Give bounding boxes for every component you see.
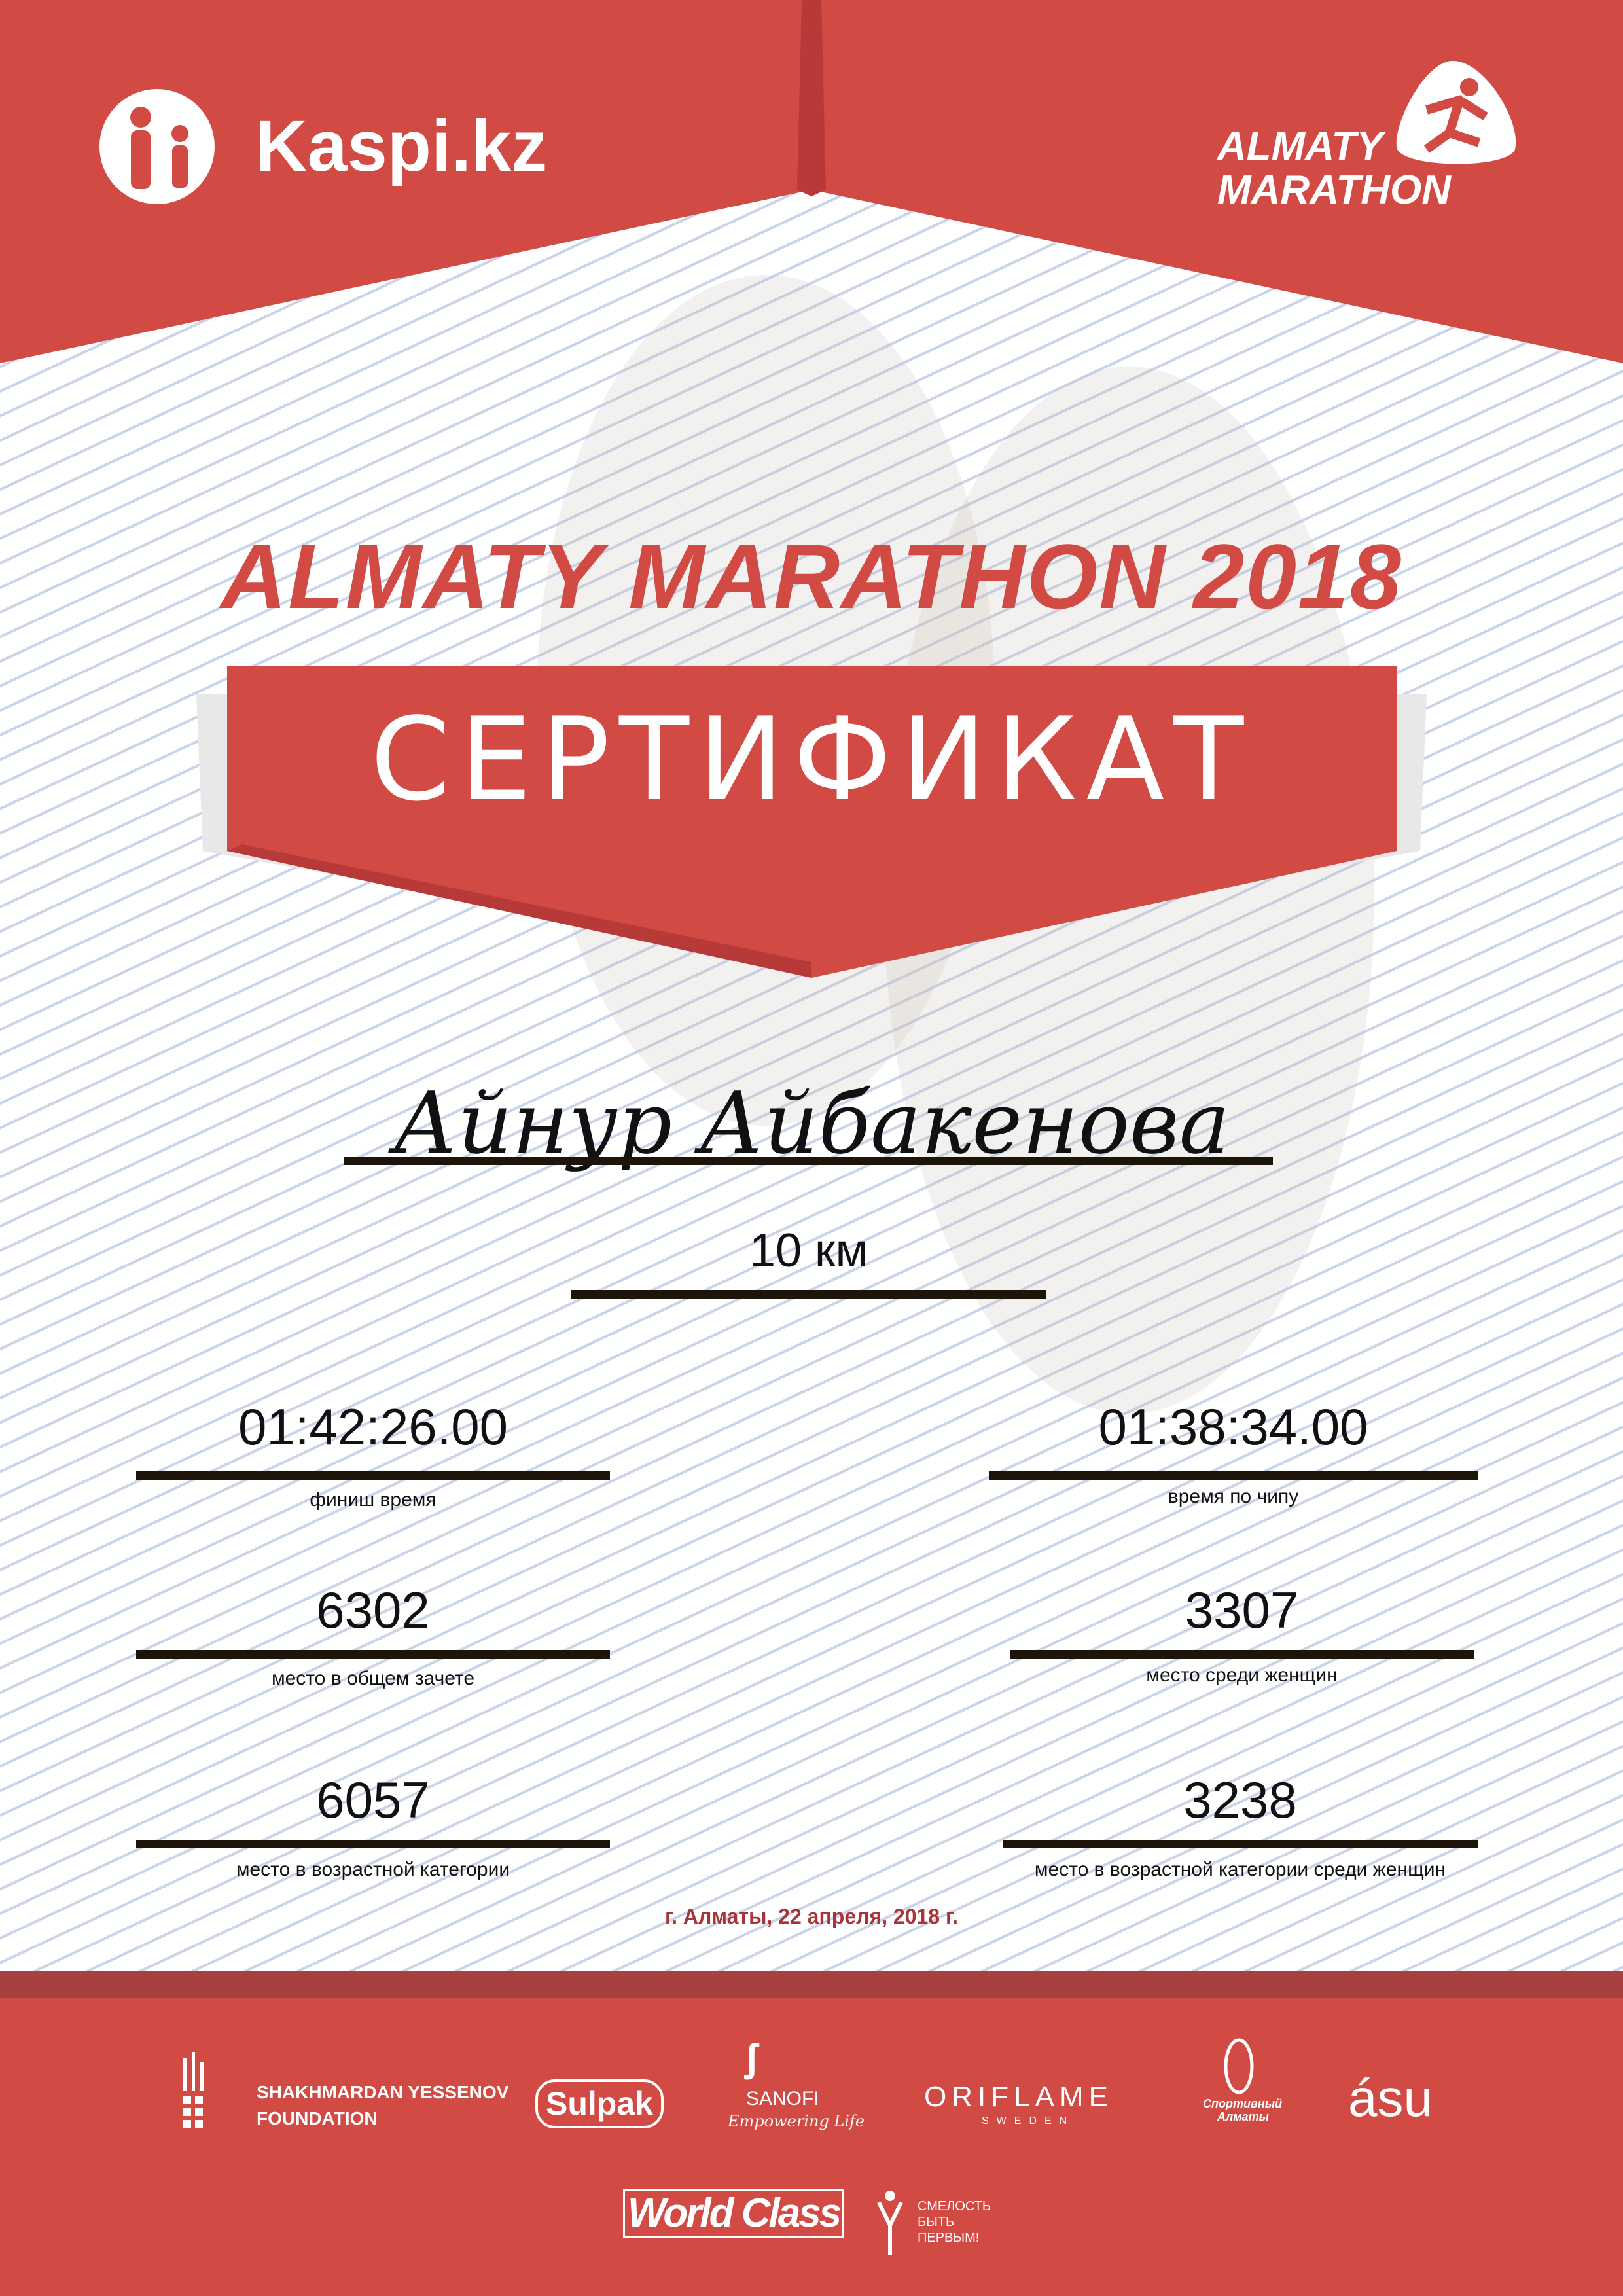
event-logo-line2: MARATHON xyxy=(1217,168,1452,213)
sport-almaty-logo-icon xyxy=(1224,2038,1254,2094)
age-women-place-underline xyxy=(1003,1840,1478,1848)
event-logo-line1: ALMATY xyxy=(1217,124,1383,169)
kaspi-logo-icon xyxy=(99,89,215,204)
age-place-underline xyxy=(136,1840,610,1848)
yessenov-logo-line2: FOUNDATION xyxy=(257,2108,378,2128)
fund-logo-line3: ПЕРВЫМ! xyxy=(918,2231,980,2245)
finish-time-value: 01:42:26.00 xyxy=(238,1398,508,1456)
women-place-label: место среди женщин xyxy=(1146,1664,1338,1686)
fund-logo-icon xyxy=(877,2191,903,2255)
footer-stripe xyxy=(0,1971,1623,1998)
name-underline xyxy=(344,1157,1273,1165)
women-place-underline xyxy=(1010,1650,1474,1659)
finish-time-label: финиш время xyxy=(310,1489,437,1511)
overall-place-underline xyxy=(136,1650,610,1659)
women-place-value: 3307 xyxy=(1185,1581,1299,1639)
finish-time-underline xyxy=(136,1471,610,1480)
oriflame-logo-line1: ORIFLAME xyxy=(924,2081,1113,2113)
age-women-place-value: 3238 xyxy=(1183,1771,1297,1829)
sanofi-logo-line2: Empowering Life xyxy=(728,2112,865,2130)
distance: 10 км xyxy=(749,1225,868,1277)
sanofi-logo-line1: SANOFI xyxy=(746,2088,819,2109)
asu-logo: ásu xyxy=(1348,2069,1433,2127)
sport-almaty-logo-line2: Алматы xyxy=(1217,2110,1269,2123)
yessenov-logo-line1: SHAKHMARDAN YESSENOV xyxy=(257,2082,509,2102)
distance-underline xyxy=(571,1290,1046,1299)
almaty-marathon-logo-icon xyxy=(1396,61,1516,164)
fund-logo-line2: БЫТЬ xyxy=(918,2215,955,2229)
age-place-label: место в возрастной категории xyxy=(236,1859,510,1880)
certificate-banner xyxy=(196,666,1427,978)
yessenov-logo-icon xyxy=(183,2052,204,2128)
age-women-place-label: место в возрастной категории среди женщи… xyxy=(1034,1859,1446,1880)
oriflame-logo-line2: SWEDEN xyxy=(982,2115,1075,2126)
kaspi-logo-text: Kaspi.kz xyxy=(255,106,548,187)
sponsors-footer xyxy=(0,1998,1623,2296)
overall-place-label: место в общем зачете xyxy=(271,1668,475,1689)
event-title: ALMATY MARATHON 2018 xyxy=(221,525,1402,628)
participant-name: Айнур Айбакенова xyxy=(393,1073,1230,1173)
header-band xyxy=(0,0,1623,363)
chip-time-value: 01:38:34.00 xyxy=(1098,1398,1368,1456)
chip-time-underline xyxy=(989,1471,1478,1480)
date-place: г. Алматы, 22 апреля, 2018 г. xyxy=(665,1905,958,1928)
certificate-label: СЕРТИФИКАТ xyxy=(370,694,1253,827)
sanofi-logo-icon: ʃ xyxy=(745,2036,758,2080)
age-place-value: 6057 xyxy=(316,1771,430,1829)
worldclass-logo: World Class xyxy=(623,2189,845,2238)
fund-logo-line1: СМЕЛОСТЬ xyxy=(918,2199,991,2214)
sport-almaty-logo-line1: Спортивный xyxy=(1203,2097,1283,2110)
sulpak-logo: Sulpak xyxy=(535,2079,664,2128)
chip-time-label: время по чипу xyxy=(1168,1486,1299,1507)
overall-place-value: 6302 xyxy=(316,1581,430,1639)
